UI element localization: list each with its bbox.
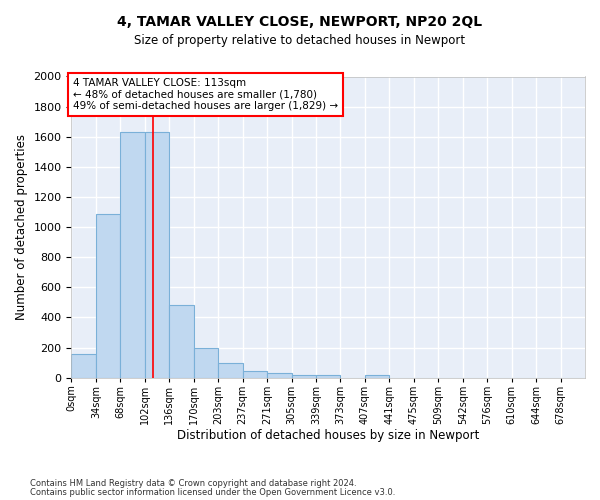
Bar [121,132,145,378]
Y-axis label: Number of detached properties: Number of detached properties [15,134,28,320]
Text: 4, TAMAR VALLEY CLOSE, NEWPORT, NP20 2QL: 4, TAMAR VALLEY CLOSE, NEWPORT, NP20 2QL [118,15,482,29]
Bar [292,374,316,378]
Bar [242,371,267,378]
Bar [169,306,194,378]
Text: Contains public sector information licensed under the Open Government Licence v3: Contains public sector information licen… [30,488,395,497]
Text: Contains HM Land Registry data © Crown copyright and database right 2024.: Contains HM Land Registry data © Crown c… [30,479,356,488]
Bar [365,374,389,378]
Bar [71,354,96,378]
Text: Size of property relative to detached houses in Newport: Size of property relative to detached ho… [134,34,466,47]
Text: 4 TAMAR VALLEY CLOSE: 113sqm
← 48% of detached houses are smaller (1,780)
49% of: 4 TAMAR VALLEY CLOSE: 113sqm ← 48% of de… [73,78,338,111]
Bar [316,374,340,378]
Bar [267,373,292,378]
X-axis label: Distribution of detached houses by size in Newport: Distribution of detached houses by size … [177,430,479,442]
Bar [218,362,242,378]
Bar [194,348,218,378]
Bar [145,132,169,378]
Bar [96,214,121,378]
